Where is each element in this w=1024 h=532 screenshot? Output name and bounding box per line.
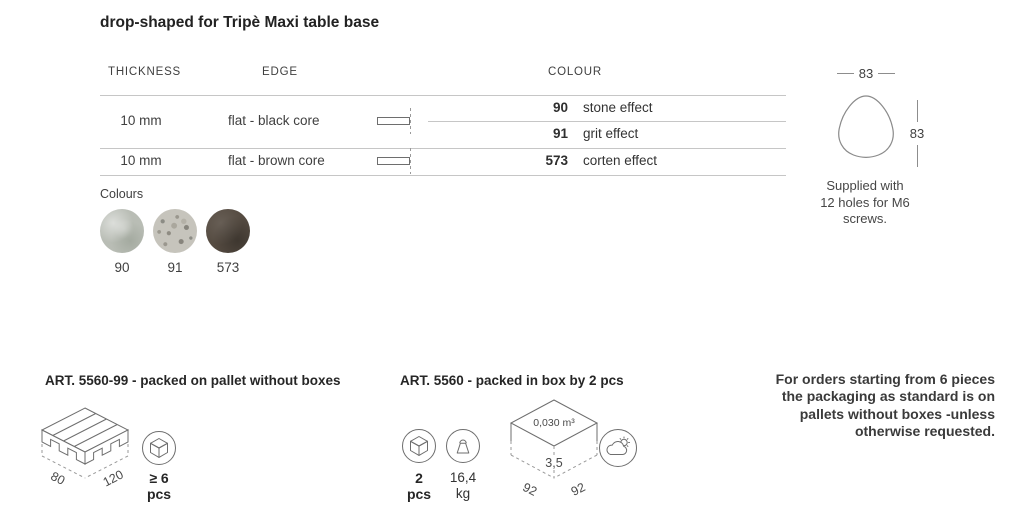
colour-name: grit effect (583, 126, 639, 141)
flat-edge-profile-icon (377, 108, 411, 134)
table-rule-top (100, 95, 786, 96)
height-dimension-value: 83 (909, 125, 925, 141)
weight-unit: kg (455, 486, 471, 501)
swatch-90 (100, 209, 144, 253)
box-packaging-title: ART. 5560 - packed in box by 2 pcs (400, 373, 624, 388)
colours-label: Colours (100, 187, 144, 201)
pallet-depth-label: 80 (48, 469, 67, 488)
pallet-width-label: 120 (101, 467, 126, 489)
column-header-colour: COLOUR (548, 66, 603, 78)
colour-name: corten effect (583, 153, 658, 168)
swatch-label-573: 573 (216, 260, 240, 275)
supplied-note-line: screws. (842, 211, 888, 226)
weather-icon (599, 429, 637, 467)
height-dimension: 83 (905, 94, 929, 172)
colour-code: 90 (552, 100, 568, 115)
swatch-label-90: 90 (114, 260, 130, 275)
box-height-label: 3,5 (545, 456, 562, 470)
pieces-value: 2 (415, 470, 423, 486)
table-rule-colour-divider (428, 121, 786, 122)
box-volume-label: 0,030 m³ (533, 417, 575, 429)
dim-line (878, 73, 896, 74)
edge-row2: flat - brown core (228, 153, 325, 168)
weight-icon (446, 429, 480, 463)
box-unit-icon (402, 429, 436, 463)
thickness-row2: 10 mm (120, 153, 162, 168)
width-dimension: 83 (824, 66, 908, 81)
column-header-edge: EDGE (262, 66, 298, 78)
weight-value: 16,4 (449, 470, 477, 485)
supplied-note: Supplied with 12 holes for M6 screws. (800, 178, 930, 228)
drop-shape-icon (838, 95, 894, 158)
width-dimension-value: 83 (858, 66, 874, 81)
pallet-packaging-title: ART. 5560-99 - packed on pallet without … (45, 373, 341, 388)
min-qty-value: ≥ 6 (149, 470, 169, 486)
colour-code: 91 (552, 126, 568, 141)
colour-code: 573 (545, 153, 568, 168)
edge-row1: flat - black core (228, 113, 320, 128)
supplied-note-line: Supplied with (826, 178, 904, 193)
colour-name: stone effect (583, 100, 653, 115)
table-rule-bottom (100, 175, 786, 176)
pieces-unit: pcs (406, 486, 432, 502)
box-side-right-label: 92 (569, 480, 588, 499)
box-side-left-label: 92 (520, 480, 539, 499)
supplied-note-line: 12 holes for M6 (820, 194, 910, 210)
dim-line (916, 144, 918, 167)
order-note-line: For orders starting from 6 pieces (775, 371, 995, 387)
column-header-thickness: THICKNESS (108, 66, 182, 78)
order-note-line: the packaging as standard is on (781, 388, 995, 405)
thickness-row1: 10 mm (120, 113, 162, 128)
dim-line (836, 73, 854, 74)
min-qty-unit: pcs (146, 486, 172, 502)
order-note: For orders starting from 6 pieces the pa… (725, 371, 995, 440)
page-title: drop-shaped for Tripè Maxi table base (100, 14, 380, 31)
order-note-line: otherwise requested. (854, 422, 995, 439)
table-rule-middle (100, 148, 786, 149)
order-note-line: pallets without boxes -unless (799, 405, 995, 422)
box-unit-icon (142, 431, 176, 465)
box-volume-diagram: 0,030 m³ 3,5 92 92 (509, 399, 599, 499)
swatch-label-91: 91 (167, 260, 183, 275)
pallet-icon: 80 120 (40, 407, 130, 489)
dim-line (916, 99, 918, 122)
flat-edge-profile-icon (377, 148, 411, 174)
swatch-573 (206, 209, 250, 253)
swatch-91 (153, 209, 197, 253)
